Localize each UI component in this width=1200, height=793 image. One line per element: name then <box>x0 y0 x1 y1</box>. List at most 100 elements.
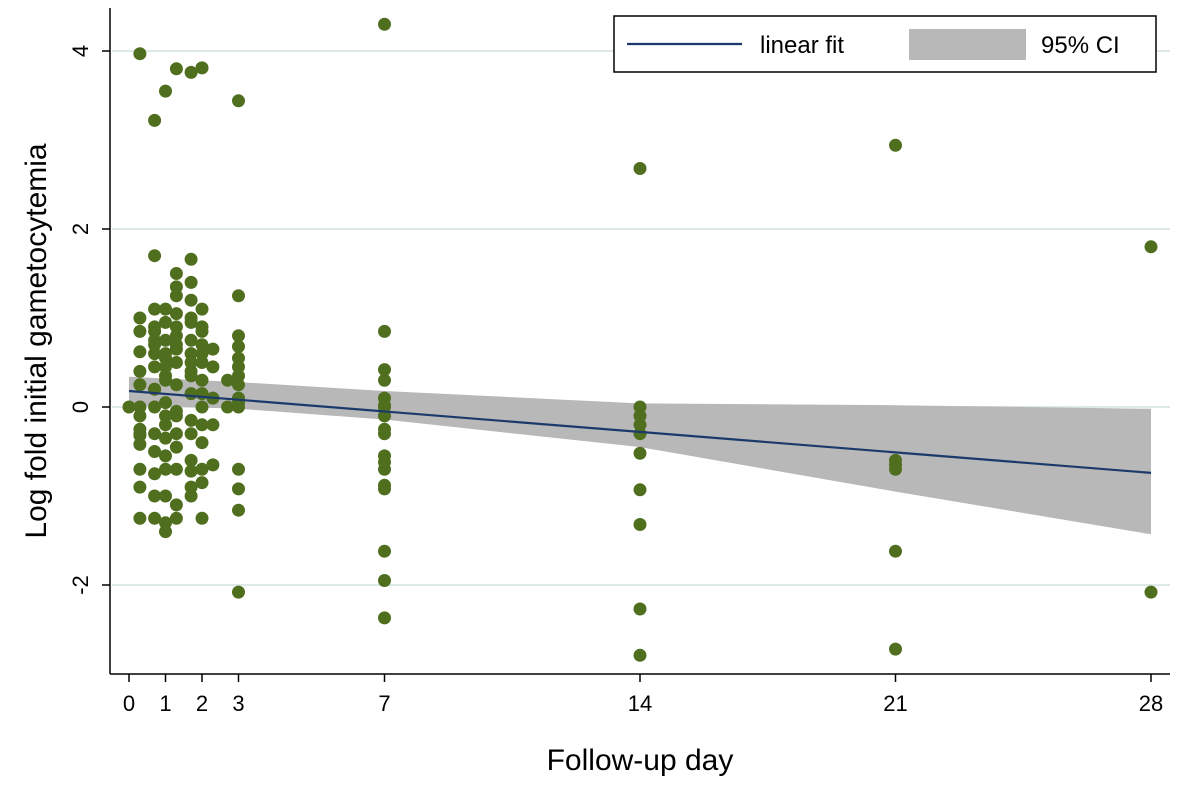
data-point <box>633 446 647 460</box>
data-point <box>232 503 245 517</box>
data-point <box>195 356 209 369</box>
data-point <box>232 585 245 599</box>
data-point <box>195 400 209 414</box>
data-point <box>633 602 647 616</box>
data-point <box>378 17 391 31</box>
x-tick-label: 21 <box>883 691 907 716</box>
data-point <box>159 431 172 445</box>
data-point <box>133 480 147 494</box>
x-tick-label: 1 <box>159 691 171 716</box>
data-point <box>169 427 183 441</box>
data-point <box>148 338 162 352</box>
data-point <box>169 289 183 303</box>
data-point <box>169 378 183 392</box>
data-point <box>221 373 235 387</box>
data-point <box>633 427 647 441</box>
data-point <box>169 267 183 280</box>
data-point <box>169 440 183 454</box>
data-point <box>195 511 209 525</box>
data-point <box>1144 585 1158 599</box>
data-point <box>148 427 162 441</box>
data-point <box>133 311 147 325</box>
data-point <box>378 324 391 338</box>
data-point <box>184 333 198 347</box>
data-point <box>148 445 162 458</box>
data-point <box>633 162 647 175</box>
data-point <box>159 302 172 316</box>
legend: linear fit 95% CI <box>613 15 1157 73</box>
data-point <box>169 320 183 334</box>
data-point <box>159 462 172 476</box>
data-point <box>184 275 198 289</box>
data-point <box>378 482 391 496</box>
data-point <box>206 418 220 432</box>
data-point <box>148 360 162 374</box>
data-point <box>169 280 183 294</box>
data-point <box>159 333 172 347</box>
data-point <box>159 84 172 98</box>
data-point <box>633 418 647 432</box>
legend-label-95-ci: 95% CI <box>1041 32 1120 59</box>
data-point <box>133 47 147 61</box>
data-point <box>378 544 391 558</box>
data-point <box>159 315 172 329</box>
data-point <box>148 347 162 361</box>
data-point <box>232 462 245 476</box>
y-tick-label: 4 <box>68 45 93 57</box>
y-tick-label: 2 <box>68 223 93 235</box>
points-layer <box>122 17 1158 662</box>
data-point <box>159 516 172 530</box>
data-point <box>184 464 198 478</box>
x-tick-label: 3 <box>232 691 244 716</box>
data-point <box>195 338 209 352</box>
data-point <box>169 329 183 343</box>
x-tick-label: 14 <box>628 691 652 716</box>
data-point <box>206 458 220 472</box>
data-point <box>184 311 198 325</box>
data-point <box>195 373 209 387</box>
y-tick-label: -2 <box>68 575 93 595</box>
data-point <box>232 360 245 374</box>
data-point <box>169 356 183 369</box>
data-point <box>206 342 220 356</box>
legend-ci-area-swatch <box>909 29 1026 60</box>
data-point <box>1144 240 1158 254</box>
data-point <box>133 462 147 476</box>
data-point <box>184 356 198 369</box>
data-point <box>232 400 245 414</box>
data-point <box>184 480 198 494</box>
x-tick-label: 7 <box>378 691 390 716</box>
data-point <box>159 449 172 463</box>
data-point <box>148 489 162 503</box>
data-point <box>232 289 245 303</box>
data-point <box>133 378 147 392</box>
data-point <box>195 436 209 450</box>
data-point <box>633 648 647 662</box>
data-point <box>133 400 147 414</box>
data-point <box>184 413 198 427</box>
data-point <box>169 307 183 321</box>
data-point <box>232 94 245 108</box>
data-point <box>148 302 162 316</box>
data-point <box>221 400 235 414</box>
data-point <box>148 249 162 263</box>
fit-layer <box>128 389 1152 474</box>
data-point <box>133 409 147 423</box>
data-point <box>633 483 647 497</box>
data-point <box>133 437 147 451</box>
data-point <box>206 360 220 374</box>
data-point <box>184 293 198 307</box>
linear-fit-line <box>128 389 1152 474</box>
data-point <box>184 252 198 266</box>
data-point <box>889 458 902 472</box>
y-axis-title: Log fold initial gametocytemia <box>20 143 53 539</box>
data-point <box>195 61 209 75</box>
data-point <box>232 329 245 343</box>
data-point <box>232 340 245 353</box>
data-point <box>232 369 245 383</box>
data-point <box>378 398 391 412</box>
data-point <box>195 476 209 490</box>
